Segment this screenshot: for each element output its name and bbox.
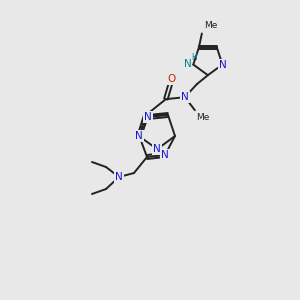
Text: N: N: [115, 172, 123, 182]
Text: Me: Me: [196, 113, 209, 122]
Text: N: N: [153, 144, 161, 154]
Text: H: H: [191, 52, 197, 62]
Text: N: N: [144, 112, 152, 122]
Text: N: N: [219, 60, 226, 70]
Text: N: N: [161, 150, 169, 160]
Text: O: O: [168, 74, 176, 84]
Text: N: N: [181, 92, 189, 102]
Text: N: N: [135, 131, 143, 141]
Text: N: N: [184, 58, 191, 69]
Text: Me: Me: [204, 22, 217, 31]
